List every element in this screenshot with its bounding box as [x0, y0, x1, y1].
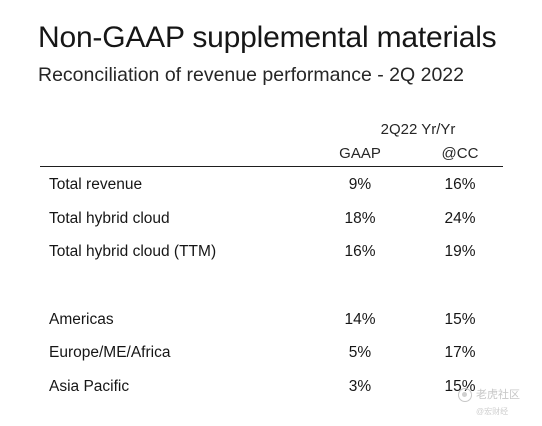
watermark: 老虎社区 @宏财经 [458, 386, 538, 422]
cc-value: 24% [444, 210, 476, 227]
table-row: Asia Pacific 3% 15% [0, 376, 542, 398]
column-group-header: 2Q22 Yr/Yr [380, 121, 456, 138]
table-row: Total hybrid cloud (TTM) 16% 19% [0, 241, 542, 263]
table-row: Europe/ME/Africa 5% 17% [0, 342, 542, 364]
row-label: Europe/ME/Africa [49, 344, 171, 361]
gaap-value: 18% [344, 210, 376, 227]
table-row: Americas 14% 15% [0, 309, 542, 331]
gaap-value: 14% [344, 311, 376, 328]
gaap-value: 3% [348, 378, 372, 395]
gaap-value: 16% [344, 243, 376, 260]
page-subtitle: Reconciliation of revenue performance - … [38, 64, 464, 86]
gaap-value: 5% [348, 344, 372, 361]
table-row: Total revenue 9% 16% [0, 174, 542, 196]
column-header-gaap: GAAP [339, 145, 381, 162]
cc-value: 16% [444, 176, 476, 193]
row-label: Total hybrid cloud (TTM) [49, 243, 217, 260]
header-divider [40, 166, 503, 167]
row-label: Asia Pacific [49, 378, 130, 395]
row-label: Total revenue [49, 176, 143, 193]
cc-value: 15% [444, 311, 476, 328]
column-header-cc: @CC [441, 145, 479, 162]
table-row: Total hybrid cloud 18% 24% [0, 208, 542, 230]
watermark-text: 老虎社区 [476, 389, 520, 401]
cc-value: 17% [444, 344, 476, 361]
page-title: Non-GAAP supplemental materials [38, 21, 497, 54]
gaap-value: 9% [348, 176, 372, 193]
watermark-logo-icon [458, 388, 472, 402]
cc-value: 19% [444, 243, 476, 260]
row-label: Americas [49, 311, 114, 328]
watermark-subtext: @宏财经 [476, 407, 509, 416]
row-label: Total hybrid cloud [49, 210, 170, 227]
